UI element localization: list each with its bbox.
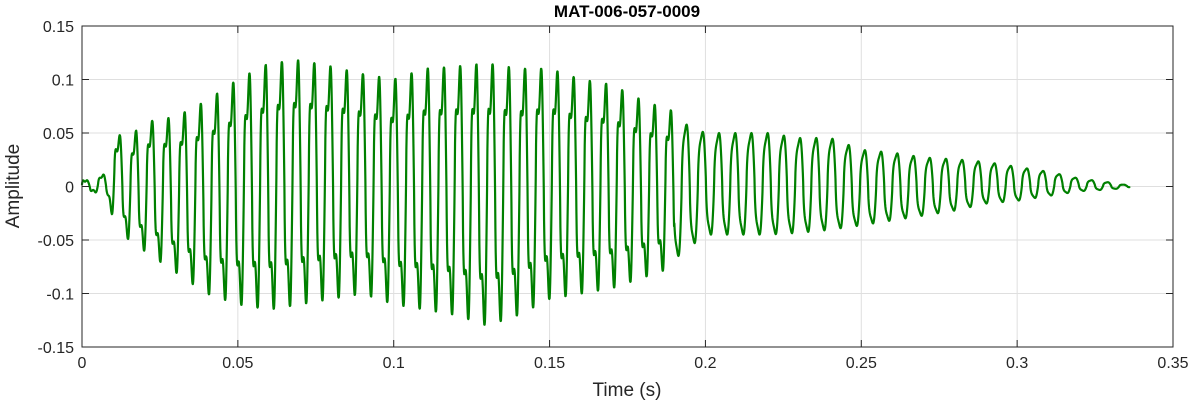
y-tick-label: 0.1 (52, 73, 74, 90)
x-axis-label: Time (s) (593, 380, 662, 401)
x-tick-label: 0.05 (222, 355, 253, 372)
x-tick-label: 0.1 (383, 355, 405, 372)
y-tick-label: 0.15 (43, 19, 74, 36)
y-tick-label: -0.15 (38, 340, 75, 357)
x-tick-label: 0.15 (534, 355, 565, 372)
series-line (80, 59, 1131, 326)
y-tick-labels: -0.15 -0.1 -0.05 0 0.05 0.1 0.15 (38, 19, 75, 357)
x-tick-label: 0 (78, 355, 87, 372)
tick-marks (81, 25, 1174, 348)
y-tick-label: 0.05 (43, 126, 74, 143)
x-tick-label: 0.25 (846, 355, 877, 372)
y-tick-label: 0 (65, 180, 74, 197)
series-layer (80, 59, 1131, 326)
x-tick-label: 0.2 (694, 355, 716, 372)
x-tick-label: 0.35 (1157, 355, 1188, 372)
y-tick-label: -0.1 (46, 287, 74, 304)
x-tick-labels: 0 0.05 0.1 0.15 0.2 0.25 0.3 0.35 (78, 355, 1189, 372)
y-tick-label: -0.05 (38, 233, 75, 250)
y-axis-label: Amplitude (3, 144, 24, 229)
chart-title: MAT-006-057-0009 (554, 2, 700, 21)
x-tick-label: 0.3 (1006, 355, 1028, 372)
